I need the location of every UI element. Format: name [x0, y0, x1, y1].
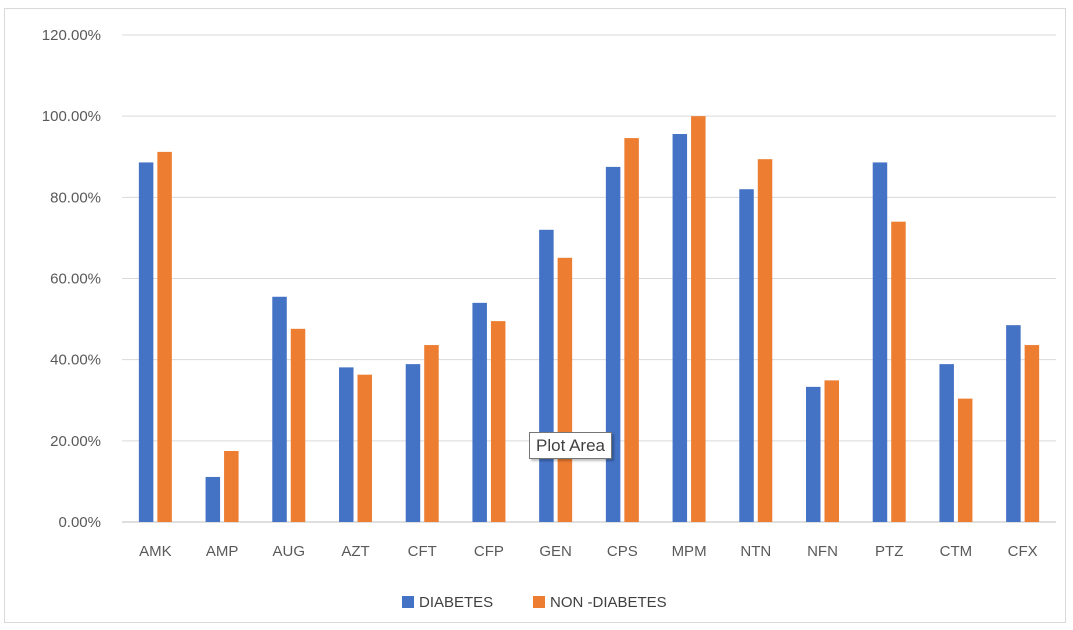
bar-diabetes-ntn[interactable] [739, 189, 754, 522]
x-tick-label: CFT [408, 543, 437, 560]
bar-non-diabetes-nfn[interactable] [824, 380, 840, 522]
bar-diabetes-ctm[interactable] [939, 364, 954, 522]
legend-label: NON -DIABETES [550, 594, 667, 611]
plot-area-tooltip: Plot Area [529, 432, 612, 459]
bar-non-diabetes-ptz[interactable] [891, 221, 906, 522]
bar-diabetes-amk[interactable] [138, 162, 154, 522]
bar-non-diabetes-cfp[interactable] [490, 321, 506, 522]
bar-non-diabetes-gen[interactable] [557, 257, 573, 522]
x-tick-label: CTM [940, 543, 973, 560]
bar-non-diabetes-azt[interactable] [357, 374, 373, 522]
bar-non-diabetes-cft[interactable] [424, 345, 439, 522]
legend-swatch [402, 596, 414, 608]
x-tick-label: MPM [672, 543, 707, 560]
bar-non-diabetes-ntn[interactable] [757, 159, 773, 522]
x-tick-label: AZT [341, 543, 369, 560]
bar-non-diabetes-amk[interactable] [157, 151, 172, 522]
y-tick-label: 100.00% [42, 108, 101, 125]
bar-non-diabetes-aug[interactable] [290, 328, 306, 522]
bar-non-diabetes-amp[interactable] [224, 450, 239, 522]
bar-non-diabetes-cps[interactable] [624, 138, 639, 522]
x-tick-label: CPS [607, 543, 638, 560]
y-tick-label: 40.00% [50, 352, 101, 369]
x-tick-label: AMP [206, 543, 239, 560]
x-tick-label: CFX [1008, 543, 1038, 560]
chart-frame [4, 8, 1066, 623]
legend-swatch [533, 596, 545, 608]
legend-label: DIABETES [419, 594, 493, 611]
bar-diabetes-ptz[interactable] [872, 162, 888, 522]
x-tick-label: GEN [539, 543, 572, 560]
bar-diabetes-cfx[interactable] [1006, 325, 1021, 522]
y-tick-label: 80.00% [50, 189, 101, 206]
bar-diabetes-cft[interactable] [405, 364, 421, 522]
bar-diabetes-mpm[interactable] [672, 134, 688, 523]
bar-diabetes-amp[interactable] [205, 476, 221, 522]
y-tick-label: 60.00% [50, 271, 101, 288]
x-tick-label: AUG [273, 543, 306, 560]
x-tick-label: PTZ [875, 543, 903, 560]
bar-diabetes-gen[interactable] [539, 229, 554, 523]
y-tick-label: 20.00% [50, 433, 101, 450]
x-tick-label: NFN [807, 543, 838, 560]
bar-diabetes-aug[interactable] [272, 296, 287, 522]
x-tick-label: NTN [740, 543, 771, 560]
bar-non-diabetes-ctm[interactable] [957, 398, 973, 522]
bar-diabetes-nfn[interactable] [806, 386, 821, 522]
bar-diabetes-cps[interactable] [605, 166, 621, 523]
x-tick-label: AMK [139, 543, 172, 560]
y-tick-label: 120.00% [42, 27, 101, 44]
bar-non-diabetes-cfx[interactable] [1024, 345, 1040, 522]
bar-diabetes-cfp[interactable] [472, 302, 487, 522]
bar-diabetes-azt[interactable] [339, 367, 354, 522]
y-tick-label: 0.00% [58, 514, 101, 531]
bar-non-diabetes-mpm[interactable] [691, 116, 706, 523]
x-tick-label: CFP [474, 543, 504, 560]
